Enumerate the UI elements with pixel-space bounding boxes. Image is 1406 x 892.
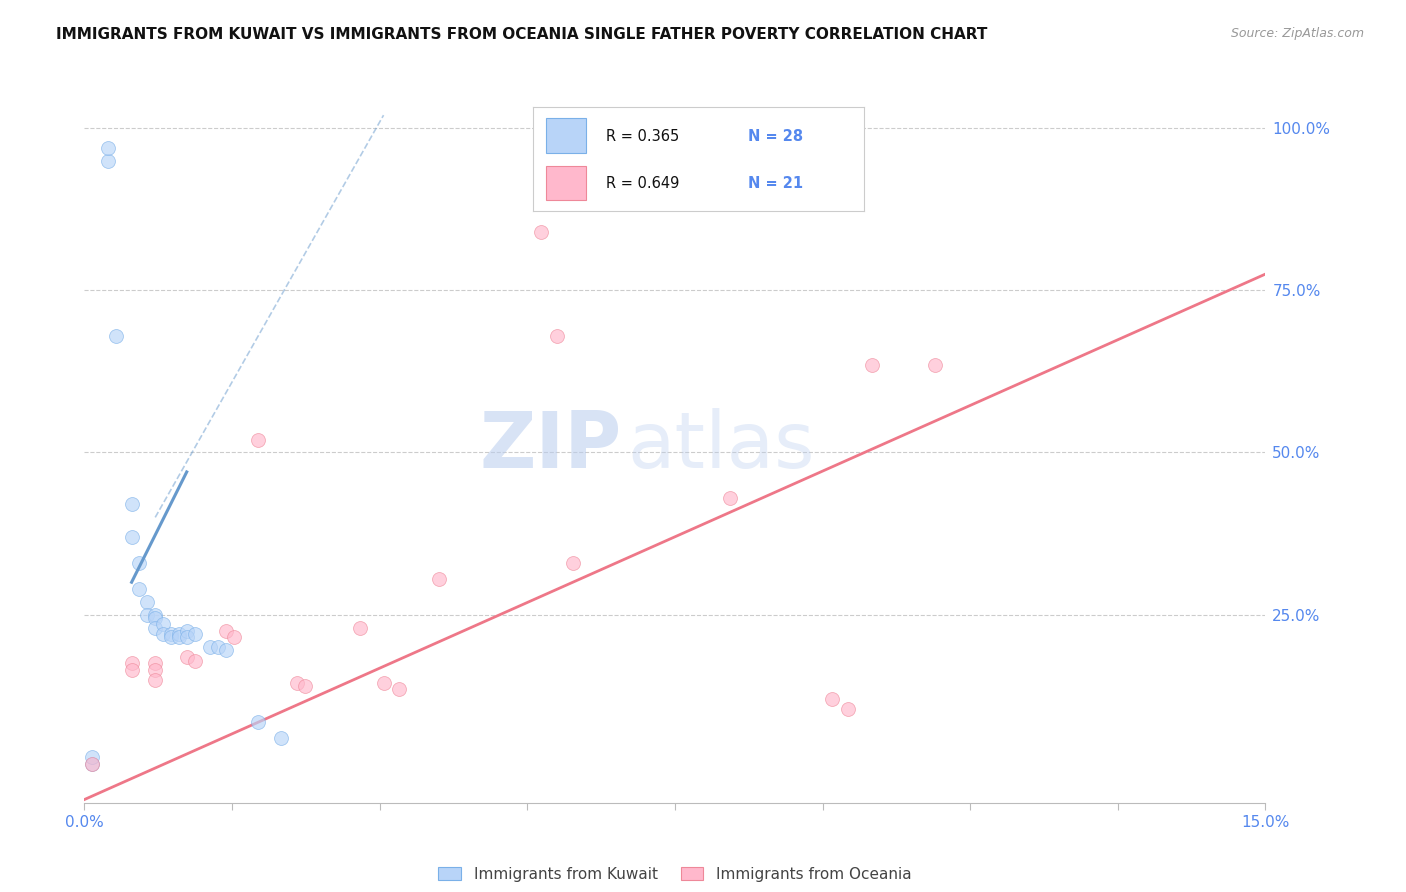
Text: IMMIGRANTS FROM KUWAIT VS IMMIGRANTS FROM OCEANIA SINGLE FATHER POVERTY CORRELAT: IMMIGRANTS FROM KUWAIT VS IMMIGRANTS FRO…: [56, 27, 987, 42]
Point: [143, 607, 166, 622]
Point: [136, 595, 159, 609]
Point: [860, 358, 883, 372]
Point: [215, 624, 238, 638]
Point: [349, 621, 371, 635]
Point: [128, 582, 150, 596]
Point: [143, 657, 166, 671]
Point: [97, 140, 120, 154]
Point: [561, 556, 583, 570]
Point: [530, 225, 553, 239]
Point: [143, 673, 166, 687]
Point: [121, 657, 143, 671]
Text: atlas: atlas: [627, 408, 815, 484]
Point: [270, 731, 292, 745]
Point: [546, 328, 568, 343]
Point: [82, 750, 104, 764]
Point: [183, 627, 205, 641]
Point: [104, 328, 127, 343]
Point: [176, 631, 198, 645]
Point: [176, 624, 198, 638]
Point: [167, 627, 190, 641]
Point: [821, 692, 844, 706]
Point: [222, 631, 245, 645]
Point: [143, 663, 166, 677]
Point: [215, 643, 238, 657]
Point: [285, 675, 308, 690]
Point: [97, 153, 120, 168]
Point: [160, 631, 183, 645]
Point: [246, 433, 269, 447]
Point: [128, 556, 150, 570]
Point: [143, 621, 166, 635]
Point: [373, 675, 395, 690]
Point: [837, 702, 859, 716]
Point: [152, 627, 174, 641]
Point: [152, 617, 174, 632]
Point: [136, 607, 159, 622]
Point: [718, 491, 741, 505]
Point: [388, 682, 411, 697]
Point: [207, 640, 229, 654]
Text: Source: ZipAtlas.com: Source: ZipAtlas.com: [1230, 27, 1364, 40]
Point: [121, 530, 143, 544]
Point: [82, 756, 104, 771]
Legend: Immigrants from Kuwait, Immigrants from Oceania: Immigrants from Kuwait, Immigrants from …: [433, 861, 917, 888]
Point: [924, 358, 946, 372]
Point: [121, 663, 143, 677]
Point: [246, 714, 269, 729]
Point: [427, 572, 450, 586]
Point: [82, 756, 104, 771]
Point: [143, 611, 166, 625]
Point: [167, 631, 190, 645]
Point: [160, 627, 183, 641]
Point: [200, 640, 222, 654]
Point: [294, 679, 316, 693]
Point: [121, 497, 143, 511]
Point: [183, 654, 205, 668]
Point: [176, 649, 198, 664]
Text: ZIP: ZIP: [479, 408, 621, 484]
